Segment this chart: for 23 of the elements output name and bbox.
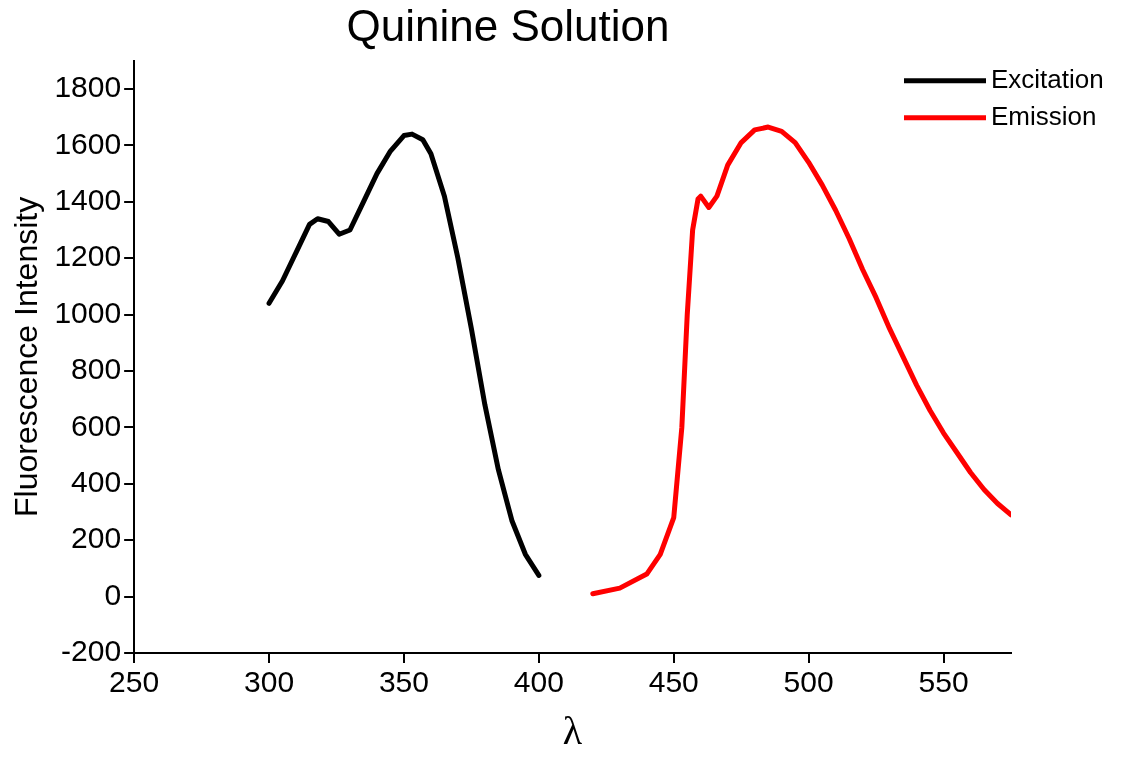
y-tick-label: 1000	[54, 295, 122, 329]
y-axis-title: Fluorescence Intensity	[8, 196, 45, 517]
y-tick-label: 1800	[54, 70, 122, 104]
y-tick-label: 1400	[54, 183, 122, 217]
y-tick-label: 400	[71, 465, 122, 499]
x-tick-label: 550	[918, 665, 969, 699]
y-tick-label: 0	[104, 577, 122, 611]
y-tick-label: -200	[61, 634, 122, 668]
x-axis-title: λ	[562, 707, 583, 753]
y-tick-label: 1600	[54, 126, 122, 160]
y-tick-label: 200	[71, 521, 122, 555]
x-tick-label: 300	[244, 665, 295, 699]
y-tick-label: 800	[71, 352, 122, 386]
legend-label: Emission	[991, 100, 1097, 131]
x-tick-label: 400	[513, 665, 564, 699]
y-tick-label: 1200	[54, 239, 122, 273]
x-tick-label: 350	[378, 665, 429, 699]
legend-label: Excitation	[991, 63, 1104, 94]
x-tick-label: 500	[783, 665, 834, 699]
y-tick-label: 600	[71, 408, 122, 442]
chart-title: Quinine Solution	[346, 0, 670, 50]
x-tick-label: 450	[648, 665, 699, 699]
x-tick-label: 250	[109, 665, 160, 699]
